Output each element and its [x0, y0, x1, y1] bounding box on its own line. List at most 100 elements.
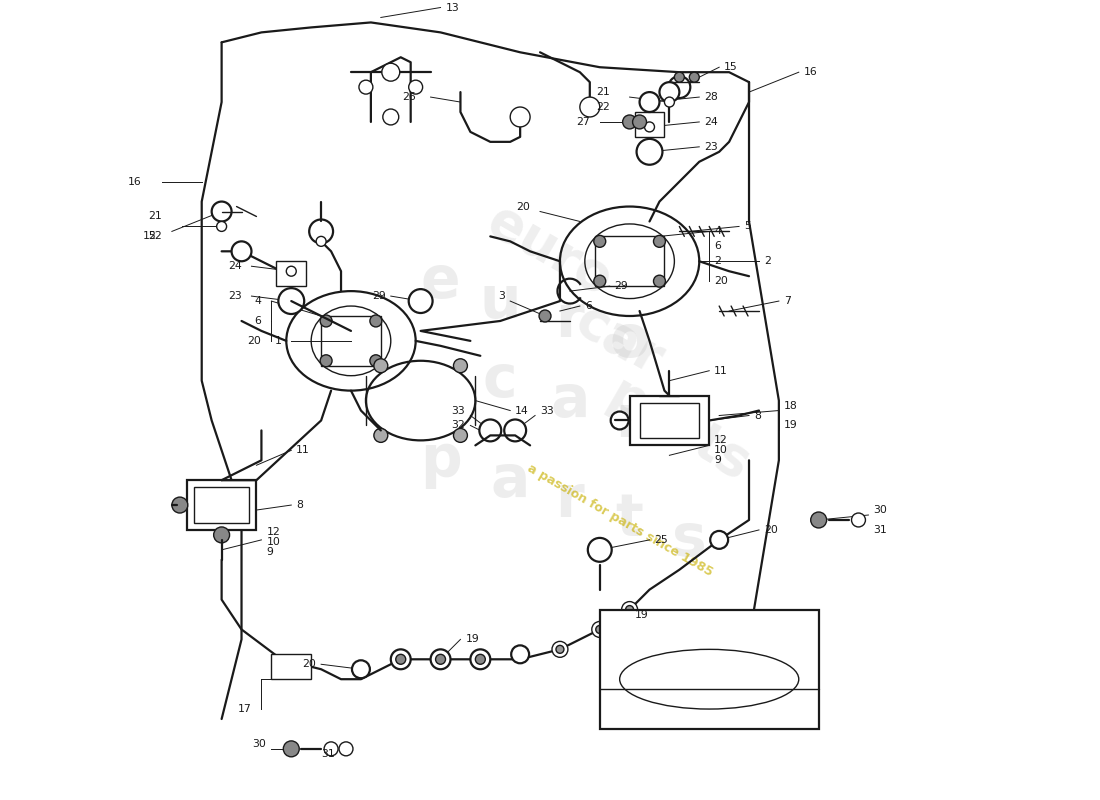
Circle shape: [374, 429, 388, 442]
Circle shape: [552, 642, 568, 658]
Text: 6: 6: [585, 301, 592, 311]
Text: 4: 4: [714, 226, 722, 237]
Text: 22: 22: [596, 102, 609, 112]
Circle shape: [172, 497, 188, 513]
Circle shape: [653, 275, 666, 287]
Circle shape: [471, 650, 491, 670]
Bar: [194, 487, 250, 523]
Circle shape: [453, 358, 468, 373]
Text: u: u: [480, 273, 521, 330]
Text: 27: 27: [576, 117, 590, 127]
Circle shape: [645, 122, 654, 132]
Circle shape: [811, 512, 826, 528]
Circle shape: [383, 109, 398, 125]
Text: 10: 10: [714, 446, 728, 455]
Text: 20: 20: [516, 202, 530, 211]
Text: 6: 6: [254, 316, 262, 326]
Text: e: e: [420, 253, 461, 310]
Circle shape: [284, 741, 299, 757]
Circle shape: [639, 92, 660, 112]
Circle shape: [453, 429, 468, 442]
Text: 5: 5: [744, 222, 751, 231]
Circle shape: [711, 531, 728, 549]
Text: 12: 12: [266, 527, 280, 537]
Text: a: a: [491, 452, 530, 509]
Text: 20: 20: [763, 525, 778, 535]
Text: 23: 23: [704, 142, 718, 152]
Text: 29: 29: [372, 291, 386, 301]
Circle shape: [594, 275, 606, 287]
Circle shape: [352, 660, 370, 678]
Text: 16: 16: [129, 177, 142, 186]
Text: 21: 21: [148, 211, 162, 222]
Text: 13: 13: [446, 2, 460, 13]
Circle shape: [539, 310, 551, 322]
Text: 23: 23: [228, 291, 242, 301]
Text: t: t: [616, 491, 644, 549]
Circle shape: [316, 236, 326, 246]
Circle shape: [278, 288, 305, 314]
Circle shape: [217, 222, 227, 231]
Circle shape: [594, 235, 606, 247]
Circle shape: [621, 602, 638, 618]
Text: 20: 20: [302, 659, 316, 670]
Text: r: r: [556, 293, 584, 350]
Circle shape: [359, 80, 373, 94]
Circle shape: [592, 622, 607, 638]
Circle shape: [660, 82, 680, 102]
Circle shape: [213, 527, 230, 543]
Text: 33: 33: [540, 406, 553, 415]
Text: car: car: [566, 295, 673, 386]
Text: 4: 4: [254, 296, 262, 306]
Text: 14: 14: [515, 406, 529, 415]
Circle shape: [690, 72, 700, 82]
Circle shape: [409, 80, 422, 94]
Circle shape: [632, 115, 647, 129]
Circle shape: [374, 358, 388, 373]
Circle shape: [320, 315, 332, 327]
Text: 31: 31: [873, 525, 888, 535]
Circle shape: [587, 538, 612, 562]
Circle shape: [610, 411, 628, 430]
Text: 8: 8: [754, 410, 761, 421]
Circle shape: [674, 72, 684, 82]
Circle shape: [382, 63, 399, 81]
Bar: [276, 262, 306, 286]
Circle shape: [556, 646, 564, 654]
Text: 20: 20: [248, 336, 262, 346]
Circle shape: [512, 646, 529, 663]
Circle shape: [409, 289, 432, 313]
Circle shape: [232, 242, 252, 262]
Text: 9: 9: [714, 455, 722, 466]
Text: s: s: [672, 511, 706, 568]
Bar: [629, 395, 710, 446]
Text: 2: 2: [763, 256, 771, 266]
Text: 28: 28: [704, 92, 718, 102]
Bar: [595, 236, 664, 286]
Circle shape: [339, 742, 353, 756]
Circle shape: [596, 626, 604, 634]
Text: 11: 11: [714, 366, 728, 376]
Text: a: a: [550, 372, 590, 429]
Text: 17: 17: [238, 704, 252, 714]
Circle shape: [623, 115, 637, 129]
Circle shape: [309, 219, 333, 243]
Circle shape: [390, 650, 410, 670]
Text: 9: 9: [266, 547, 273, 557]
Text: p: p: [420, 432, 461, 489]
Text: 19: 19: [784, 421, 798, 430]
Text: o: o: [609, 312, 650, 370]
Circle shape: [370, 355, 382, 366]
Circle shape: [637, 139, 662, 165]
Circle shape: [324, 742, 338, 756]
Circle shape: [320, 355, 332, 366]
Bar: [639, 402, 700, 438]
Text: 3: 3: [498, 291, 505, 301]
Text: 11: 11: [296, 446, 310, 455]
Text: 18: 18: [784, 401, 798, 410]
Bar: [600, 610, 818, 729]
Circle shape: [436, 654, 446, 664]
Text: 21: 21: [596, 87, 609, 97]
Text: 7: 7: [784, 296, 791, 306]
Bar: [187, 480, 256, 530]
